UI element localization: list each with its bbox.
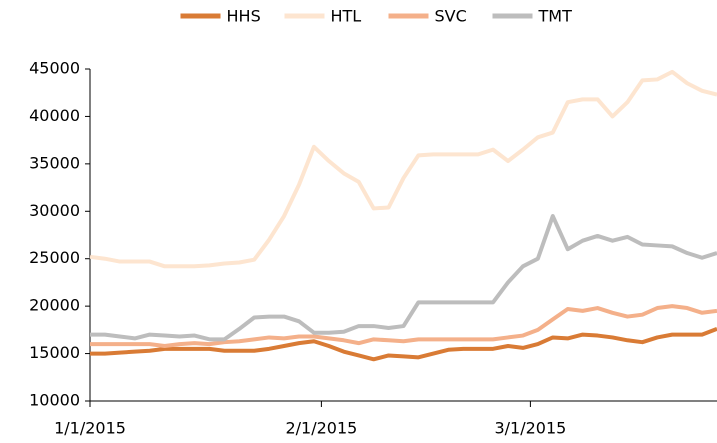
series-line — [89, 69, 717, 269]
legend-label: HHS — [227, 7, 261, 26]
series-line — [90, 327, 717, 362]
legend-label: HTL — [331, 7, 362, 26]
y-tick-label: 20000 — [29, 296, 80, 315]
series-line — [90, 304, 717, 348]
x-tick-label: 2/1/2015 — [285, 419, 357, 438]
legend: HHS HTL SVC TMT — [180, 7, 573, 26]
y-tick-label: 30000 — [29, 201, 80, 220]
y-tick-label: 45000 — [29, 59, 80, 78]
y-tick-label: 25000 — [29, 248, 80, 267]
series-line — [90, 214, 717, 342]
y-tick-label: 35000 — [29, 153, 80, 172]
y-tick-label: 10000 — [29, 391, 80, 410]
y-tick-label: 15000 — [29, 343, 80, 362]
y-tick-label: 40000 — [29, 106, 80, 125]
x-tick-label: 1/1/2015 — [54, 419, 126, 438]
legend-label: TMT — [538, 7, 573, 26]
x-tick-label: 3/1/2015 — [494, 419, 566, 438]
legend-label: SVC — [435, 7, 467, 26]
